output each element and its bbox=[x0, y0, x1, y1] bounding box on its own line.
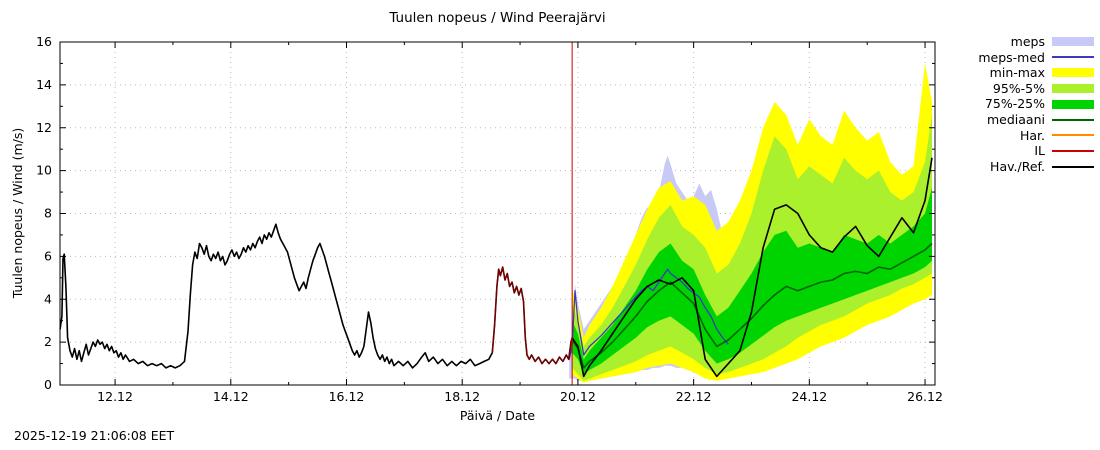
legend-item-meps: meps bbox=[1011, 34, 1094, 50]
legend-item-meps-med: meps-med bbox=[978, 50, 1094, 66]
legend-label: meps-med bbox=[978, 49, 1045, 65]
legend-swatch bbox=[1052, 99, 1094, 109]
legend-label: Hav./Ref. bbox=[990, 158, 1045, 174]
legend-item-95-5-: 95%-5% bbox=[993, 81, 1094, 97]
legend-item-har-: Har. bbox=[1020, 128, 1094, 144]
legend-label: mediaani bbox=[987, 111, 1045, 127]
legend-label: Har. bbox=[1019, 127, 1045, 143]
bands-layer bbox=[569, 63, 932, 383]
x-tick-label: 14.12 bbox=[213, 389, 249, 404]
legend-item-hav-ref-: Hav./Ref. bbox=[990, 159, 1094, 175]
y-tick-label: 12 bbox=[36, 120, 52, 135]
legend-label: meps bbox=[1010, 34, 1045, 49]
legend-label: min-max bbox=[989, 65, 1045, 81]
legend-label: 95%-5% bbox=[992, 80, 1045, 96]
legend-item-mediaani: mediaani bbox=[987, 112, 1094, 128]
legend-swatch bbox=[1052, 165, 1094, 168]
legend-swatch bbox=[1052, 134, 1094, 137]
axes-layer: 12.12 14.12 16.12 18.12 20.12 22.12 24.12 26.12… bbox=[36, 34, 943, 404]
y-tick-label: 8 bbox=[44, 206, 52, 221]
legend-swatch bbox=[1052, 37, 1094, 47]
legend-swatch bbox=[1052, 84, 1094, 94]
legend-label: IL bbox=[1034, 143, 1045, 159]
page-title: Tuulen nopeus / Wind Peerajärvi bbox=[389, 10, 606, 26]
legend-swatch bbox=[1052, 68, 1094, 78]
legend-label: 75%-25% bbox=[984, 96, 1045, 112]
x-tick-label: 18.12 bbox=[444, 389, 480, 404]
legend-item-min-max: min-max bbox=[990, 65, 1094, 81]
legend-swatch bbox=[1052, 118, 1094, 121]
legend-item-75-25-: 75%-25% bbox=[985, 96, 1094, 112]
y-tick-label: 14 bbox=[36, 77, 52, 92]
x-tick-label: 26.12 bbox=[907, 389, 943, 404]
y-tick-label: 2 bbox=[44, 334, 52, 349]
y-tick-label: 16 bbox=[36, 34, 52, 49]
lines-layer bbox=[59, 42, 933, 385]
x-tick-label: 16.12 bbox=[329, 389, 365, 404]
x-tick-label: 12.12 bbox=[97, 389, 133, 404]
legend-swatch bbox=[1052, 149, 1094, 152]
y-tick-label: 10 bbox=[36, 163, 52, 178]
legend-swatch bbox=[1052, 56, 1094, 59]
chart-legend: meps meps-med min-max 95%-5% 75%-25% mediaani… bbox=[978, 34, 1094, 174]
x-axis-label: Päivä / Date bbox=[459, 408, 536, 423]
x-tick-label: 22.12 bbox=[676, 389, 712, 404]
y-tick-label: 4 bbox=[44, 291, 52, 306]
y-tick-label: 6 bbox=[44, 248, 52, 263]
x-tick-label: 24.12 bbox=[791, 389, 827, 404]
y-axis-label: Tuulen nopeus / Wind (m/s) bbox=[10, 127, 25, 299]
timestamp: 2025-12-19 21:06:08 EET bbox=[14, 428, 175, 443]
y-tick-label: 0 bbox=[44, 377, 52, 392]
legend-item-il: IL bbox=[1034, 143, 1094, 159]
x-tick-label: 20.12 bbox=[560, 389, 596, 404]
